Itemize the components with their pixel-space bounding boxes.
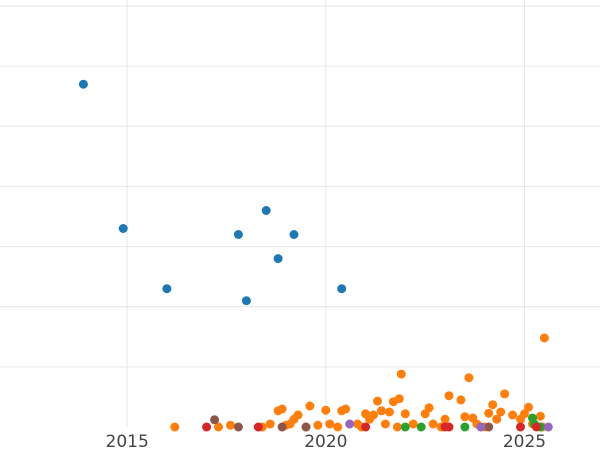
- data-point: [170, 422, 180, 432]
- grid-lines: [0, 0, 600, 427]
- data-point: [460, 422, 470, 432]
- data-point: [345, 419, 355, 429]
- data-point: [516, 422, 525, 432]
- data-point: [394, 394, 404, 404]
- data-point: [444, 391, 454, 401]
- data-point: [440, 414, 450, 424]
- data-point: [496, 407, 506, 417]
- data-point: [543, 422, 553, 432]
- data-point: [396, 369, 406, 379]
- data-point: [524, 402, 533, 412]
- data-point: [464, 373, 474, 383]
- data-point: [539, 333, 549, 343]
- data-point: [476, 422, 486, 432]
- data-point: [373, 396, 382, 406]
- data-point: [424, 403, 434, 413]
- data-point: [488, 400, 498, 410]
- x-axis-ticks: 2015 2020 2025: [106, 432, 547, 450]
- data-point: [277, 404, 287, 414]
- data-point: [341, 404, 351, 414]
- data-point: [325, 419, 335, 429]
- series-group: [78, 79, 347, 306]
- data-point: [301, 422, 311, 432]
- data-point: [305, 401, 315, 411]
- data-point: [261, 206, 271, 215]
- data-point: [484, 408, 494, 418]
- x-tick-label: 2025: [503, 432, 546, 450]
- series-group: [345, 419, 553, 432]
- data-point: [202, 422, 212, 432]
- x-tick-label: 2020: [304, 432, 347, 450]
- data-point: [484, 422, 494, 432]
- data-point: [377, 406, 386, 416]
- data-point: [293, 410, 303, 420]
- data-point: [233, 422, 243, 432]
- data-point: [210, 415, 220, 425]
- data-point: [214, 422, 223, 432]
- data-point: [392, 422, 402, 432]
- series-group: [210, 415, 494, 432]
- data-point: [520, 409, 529, 419]
- data-point: [321, 405, 331, 415]
- data-point: [384, 407, 394, 417]
- data-point: [400, 409, 410, 419]
- data-point: [162, 284, 172, 294]
- data-point: [313, 420, 323, 430]
- data-point: [535, 411, 545, 421]
- data-point: [277, 422, 287, 432]
- x-tick-label: 2015: [106, 432, 149, 450]
- data-point: [337, 284, 347, 294]
- data-point: [369, 410, 378, 420]
- data-point: [233, 230, 243, 239]
- data-point: [273, 254, 283, 264]
- data-points: [78, 79, 553, 432]
- data-point: [380, 419, 390, 429]
- data-point: [333, 422, 343, 432]
- data-point: [444, 422, 454, 432]
- data-point: [361, 422, 371, 432]
- data-point: [416, 422, 426, 432]
- series-group: [202, 422, 541, 432]
- data-point: [500, 389, 510, 399]
- data-point: [118, 224, 128, 233]
- data-point: [508, 410, 518, 420]
- data-point: [226, 420, 235, 430]
- data-point: [400, 422, 410, 432]
- data-point: [265, 419, 275, 429]
- data-point: [460, 412, 470, 422]
- data-point: [408, 419, 418, 429]
- data-point: [531, 422, 541, 432]
- data-point: [428, 419, 438, 429]
- data-point: [289, 230, 299, 239]
- data-point: [241, 296, 251, 306]
- data-point: [456, 395, 466, 405]
- data-point: [492, 414, 502, 424]
- data-point: [253, 422, 263, 432]
- data-point: [78, 79, 88, 89]
- plot-background: [0, 0, 600, 427]
